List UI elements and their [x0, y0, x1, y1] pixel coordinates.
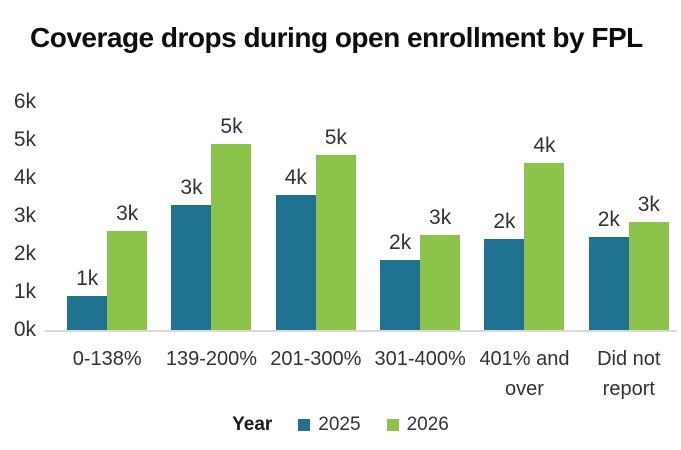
y-tick-label: 1k	[13, 280, 36, 303]
bar-2025	[171, 205, 212, 330]
bar-column: 2k	[588, 208, 629, 330]
bar-column: 2k	[484, 210, 525, 330]
bar-group: 2k 3k	[368, 102, 472, 330]
bar-group: 4k 5k	[264, 102, 368, 330]
bar-column: 2k	[380, 231, 421, 330]
bar-data-label: 4k	[284, 166, 307, 189]
bar-2026	[420, 235, 461, 330]
legend-swatch-icon	[386, 419, 399, 431]
bar-data-label: 3k	[429, 206, 452, 229]
y-tick-label: 4k	[13, 166, 36, 189]
bar-column: 3k	[171, 176, 212, 330]
legend-item-2025: 2025	[298, 414, 361, 436]
bar-data-label: 2k	[597, 208, 620, 231]
bar-data-label: 4k	[533, 134, 556, 157]
bar-group: 3k 5k	[159, 102, 263, 330]
bar-data-label: 5k	[220, 115, 243, 138]
bar-column: 5k	[315, 126, 356, 330]
plot-area: 1k 3k 3k 5k 4k 5k 2k 3k 2k 4k 2k 3k	[55, 102, 681, 330]
y-tick-label: 0k	[13, 318, 36, 341]
x-tick-label: 201-300%	[270, 348, 362, 370]
x-tick-label: 0-138%	[72, 348, 142, 370]
bar-2025	[275, 195, 316, 330]
bar-2026	[315, 155, 356, 330]
bar-data-label: 1k	[76, 267, 99, 290]
bar-2026	[211, 144, 252, 330]
bar-2025	[67, 296, 108, 330]
y-tick-label: 6k	[13, 90, 36, 113]
x-tick-label: 401% and over	[479, 348, 570, 400]
bar-group: 2k 3k	[577, 102, 681, 330]
legend-label: 2026	[406, 414, 449, 435]
bar-column: 3k	[628, 193, 669, 330]
x-axis-baseline	[45, 330, 677, 332]
y-axis: 0k 1k 2k 3k 4k 5k 6k	[0, 91, 36, 341]
bar-column: 3k	[107, 202, 148, 330]
bar-data-label: 2k	[389, 231, 412, 254]
x-tick-label: 301-400%	[374, 348, 466, 370]
legend-label: 2025	[318, 414, 361, 435]
chart-title: Coverage drops during open enrollment by…	[30, 22, 643, 53]
legend: Year 2025 2026	[0, 414, 681, 436]
bar-data-label: 3k	[116, 202, 139, 225]
bar-2025	[588, 237, 629, 330]
bar-2025	[380, 260, 421, 330]
bar-data-label: 5k	[324, 126, 347, 149]
y-tick-label: 2k	[13, 242, 36, 265]
bar-column: 3k	[420, 206, 461, 330]
bar-group: 1k 3k	[55, 102, 159, 330]
bar-2026	[107, 231, 148, 330]
y-tick-label: 3k	[13, 204, 36, 227]
bar-group: 2k 4k	[472, 102, 576, 330]
x-tick-label: 139-200%	[165, 348, 258, 370]
bar-column: 4k	[524, 134, 565, 330]
bar-data-label: 3k	[637, 193, 660, 216]
bar-column: 4k	[275, 166, 316, 330]
legend-item-2026: 2026	[386, 414, 449, 436]
bar-2026	[524, 163, 565, 330]
bar-data-label: 2k	[493, 210, 516, 233]
legend-swatch-icon	[298, 419, 311, 431]
y-tick-label: 5k	[13, 128, 36, 151]
bar-2026	[628, 222, 669, 330]
bar-2025	[484, 239, 525, 330]
x-tick-label: Did not report	[597, 348, 661, 400]
bar-column: 5k	[211, 115, 252, 330]
bar-column: 1k	[67, 267, 108, 330]
x-axis-labels: 0-138% 139-200% 201-300% 301-400% 401% and o…	[55, 344, 681, 404]
legend-title: Year	[232, 414, 273, 435]
bar-data-label: 3k	[180, 176, 203, 199]
